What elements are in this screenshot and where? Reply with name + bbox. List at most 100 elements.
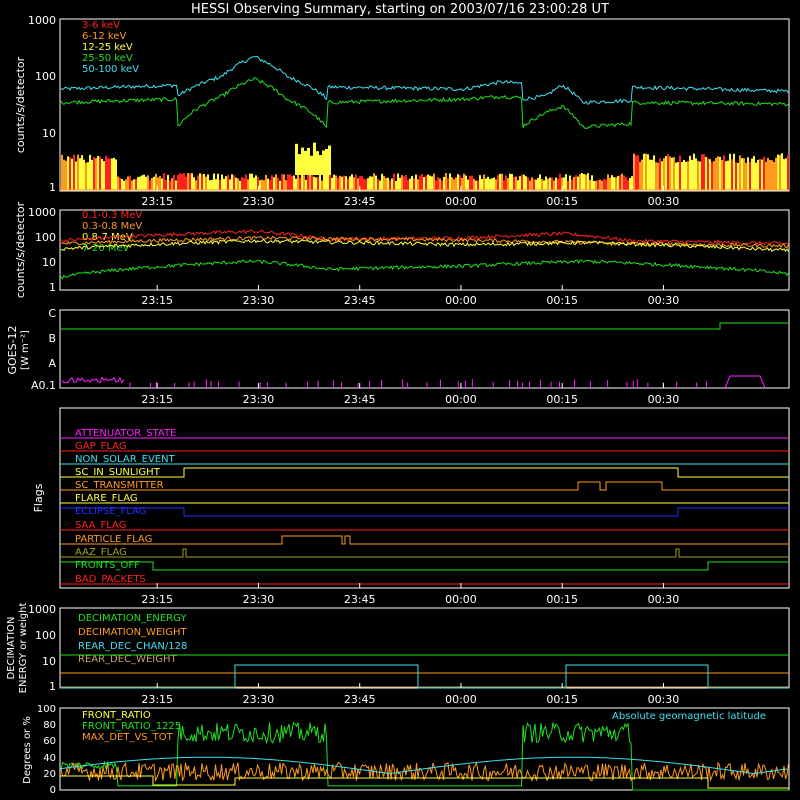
count-bar [161, 178, 163, 190]
count-bar [423, 177, 425, 190]
flag-label-gap: GAP_FLAG [75, 441, 127, 452]
xtick-label: 00:30 [648, 693, 680, 706]
count-bar [679, 155, 681, 190]
count-bar [685, 161, 687, 190]
count-bar [145, 176, 147, 190]
count-bar [709, 159, 711, 190]
count-bar [81, 155, 83, 190]
count-bar [599, 179, 601, 190]
flag-label-transmitter: SC_TRANSMITTER [75, 480, 164, 491]
count-bar [643, 153, 645, 190]
count-bar [717, 156, 719, 190]
count-bar [309, 174, 311, 190]
count-bar [275, 174, 277, 190]
count-bar [379, 180, 381, 190]
ytick-hi-10: 10 [42, 256, 56, 269]
count-bar [373, 173, 375, 190]
count-bar [365, 179, 367, 190]
count-bar [723, 155, 725, 190]
count-bar [689, 155, 691, 190]
count-bar [349, 176, 351, 190]
xtick-label: 23:45 [344, 195, 376, 208]
count-bar [315, 177, 317, 190]
flag-line-fronts-off [60, 561, 789, 571]
count-bar [307, 147, 310, 175]
count-bar [133, 179, 135, 190]
count-bar [713, 161, 715, 190]
count-bar [413, 178, 415, 190]
count-bar [651, 159, 653, 190]
count-bar [641, 159, 643, 190]
count-bar [227, 175, 229, 190]
count-bar [565, 174, 567, 190]
count-bar [221, 174, 223, 190]
count-bar [343, 175, 345, 190]
count-bar [83, 159, 85, 190]
count-bar [479, 175, 481, 190]
count-bar [451, 177, 453, 190]
count-bar [419, 175, 421, 190]
count-bar [631, 176, 633, 190]
count-bar [281, 174, 283, 190]
xtick-label: 23:15 [141, 393, 173, 406]
count-bar [239, 180, 241, 190]
count-bar [609, 177, 611, 190]
count-bar [191, 173, 193, 190]
count-bar [775, 157, 777, 190]
flag-label-flare: FLARE_FLAG [75, 493, 138, 504]
count-bar [441, 180, 443, 190]
xtick-label: 00:30 [648, 593, 680, 606]
count-bar [225, 176, 227, 190]
ytick-ratio-0: 0 [50, 785, 56, 796]
count-bar [683, 159, 685, 190]
legend-decim-3: REAR_DEC_WEIGHT [78, 654, 177, 665]
xtick-label: 23:45 [344, 593, 376, 606]
count-bar [267, 178, 269, 190]
count-bar [711, 162, 713, 190]
count-bar [103, 161, 105, 190]
count-bar [707, 158, 709, 190]
count-bar [209, 180, 211, 190]
count-bar [459, 175, 461, 190]
count-bar [71, 158, 73, 190]
count-bar [173, 175, 175, 190]
count-bar [505, 175, 507, 190]
count-bar [447, 178, 449, 190]
count-bar [465, 175, 467, 190]
panel-high-energy: 1000 100 10 1 counts/s/detector 0.1-0.3 … [14, 201, 790, 298]
count-bar [93, 156, 95, 190]
count-bar [433, 173, 435, 190]
count-bar [395, 180, 397, 190]
count-bar [437, 177, 439, 190]
flag-label-attenuator: ATTENUATOR_STATE [75, 428, 176, 439]
count-bar [383, 175, 385, 190]
count-bar [175, 180, 177, 190]
count-bar [535, 179, 537, 190]
count-bar [311, 173, 313, 190]
ylabel-hi: counts/s/detector [14, 201, 27, 298]
count-bar [337, 177, 339, 190]
flag-label-fronts-off: FRONTS_OFF [75, 560, 140, 571]
count-bar [659, 158, 661, 190]
count-bar [617, 176, 619, 190]
count-bar [621, 173, 623, 190]
count-bar [179, 173, 181, 190]
flag-label-nonsolar: NON_SOLAR_EVENT [75, 454, 176, 465]
count-bar [109, 158, 111, 190]
count-bar [511, 174, 513, 190]
count-bar [603, 178, 605, 190]
count-bar [499, 173, 501, 190]
legend-lo-4: 50-100 keV [82, 64, 139, 75]
count-bar [393, 173, 395, 190]
count-bar [409, 178, 411, 190]
count-bar [328, 145, 331, 175]
count-bar [165, 179, 167, 190]
count-bar [735, 162, 737, 190]
count-bar [595, 180, 597, 190]
count-bar [211, 179, 213, 190]
count-bar [751, 158, 753, 190]
count-bar [769, 159, 771, 190]
xtick-label: 23:15 [141, 195, 173, 208]
count-bar [229, 179, 231, 190]
